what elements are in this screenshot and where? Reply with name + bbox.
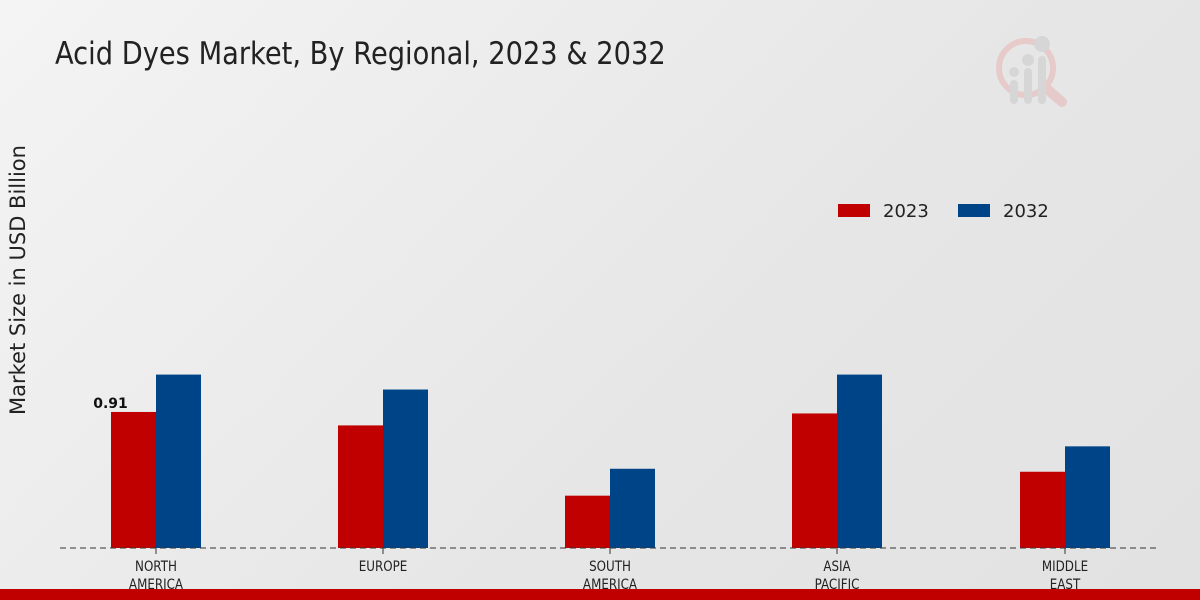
bar-2023-4: [1020, 471, 1065, 548]
legend-label-2023: 2023: [883, 201, 929, 222]
bar-2023-3: [792, 413, 837, 548]
footer-bar: [0, 589, 1200, 600]
chart-title: Acid Dyes Market, By Regional, 2023 & 20…: [55, 36, 666, 72]
bar-2032-3: [837, 374, 882, 548]
legend-swatch-2032: [958, 204, 990, 217]
legend: 2023 2032: [838, 201, 1049, 222]
bar-2023-2: [565, 495, 610, 548]
legend-label-2032: 2032: [1003, 201, 1049, 222]
x-tick-label: SOUTH: [589, 559, 631, 575]
x-tick-label: ASIA: [823, 559, 850, 575]
watermark-logo-icon: [996, 36, 1067, 107]
bar-2032-4: [1065, 446, 1110, 548]
x-tick-label: NORTH: [135, 559, 177, 575]
bar-2023-1: [338, 425, 383, 548]
bar-2032-0: [156, 374, 201, 548]
bar-2032-2: [610, 468, 655, 548]
bar-2023-0: [111, 411, 156, 548]
legend-swatch-2023: [838, 204, 870, 217]
x-tick-label: MIDDLE: [1042, 559, 1088, 575]
data-label: 0.91: [93, 396, 128, 412]
x-tick-label: EUROPE: [359, 559, 408, 575]
bar-2032-1: [383, 389, 428, 548]
